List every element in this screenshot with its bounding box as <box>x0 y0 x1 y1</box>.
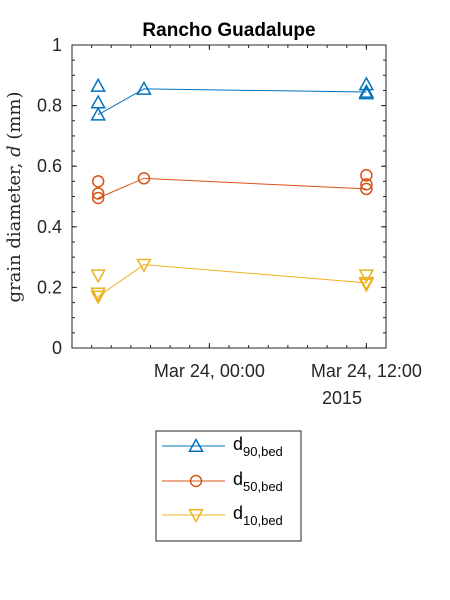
data-point-50-bed <box>360 178 373 191</box>
y-tick-label: 1 <box>52 35 62 55</box>
y-tick-label: 0.4 <box>37 217 62 237</box>
y-tick-label: 0 <box>52 338 62 358</box>
series-line-90-bed <box>97 88 367 116</box>
data-point-10-bed <box>90 269 106 284</box>
data-point-10-bed <box>90 290 106 305</box>
plot-markers <box>90 76 375 305</box>
y-axis-label: grain diameter, d (mm) <box>4 91 25 302</box>
legend-marker <box>188 509 204 524</box>
chart-title: Rancho Guadalupe <box>142 20 315 41</box>
x-axis-ticks: Mar 24, 00:00 Mar 24, 12:00 <box>71 45 422 381</box>
x-tick-label: Mar 24, 00:00 <box>154 361 265 381</box>
data-point-90-bed <box>90 77 106 92</box>
legend-label: d50,bed <box>233 469 283 494</box>
legend-label-sub: 10,bed <box>243 513 283 528</box>
data-point-10-bed <box>90 287 106 302</box>
data-point-50-bed <box>91 175 105 188</box>
legend-label-main: d <box>233 434 243 454</box>
legend-label-main: d <box>233 503 243 523</box>
series-line-50-bed <box>97 177 367 199</box>
y-axis-ticks: 0 0.2 0.4 0.6 0.8 1 <box>37 35 386 358</box>
data-point-50-bed <box>360 182 373 196</box>
legend-label: d10,bed <box>233 503 283 528</box>
data-point-10-bed <box>358 269 375 284</box>
data-point-50-bed <box>360 169 373 182</box>
data-point-90-bed <box>358 76 375 91</box>
data-point-50-bed <box>137 172 151 185</box>
legend-label-sub: 50,bed <box>243 479 283 494</box>
legend-label-main: d <box>233 469 243 489</box>
data-point-10-bed <box>358 278 375 293</box>
data-point-90-bed <box>136 80 152 95</box>
series-line-10-bed <box>97 264 367 297</box>
y-axis-label-unit: (mm) <box>4 91 25 145</box>
y-axis-label-var: d <box>4 145 25 157</box>
legend-marker <box>189 474 203 488</box>
data-point-50-bed <box>91 191 105 205</box>
x-tick-label: Mar 24, 12:00 <box>311 361 422 381</box>
y-tick-label: 0.2 <box>37 277 62 297</box>
data-point-10-bed <box>136 258 152 273</box>
legend-box <box>155 430 302 542</box>
legend-marker <box>188 437 204 452</box>
data-point-90-bed <box>90 106 106 121</box>
legend-label: d90,bed <box>233 434 283 459</box>
data-point-50-bed <box>91 187 105 200</box>
y-axis-label-main: grain diameter, <box>4 157 25 303</box>
data-point-90-bed <box>358 85 375 100</box>
y-tick-label: 0.8 <box>37 96 62 116</box>
data-point-90-bed <box>90 94 106 109</box>
legend-label-sub: 90,bed <box>243 444 283 459</box>
y-tick-label: 0.6 <box>37 156 62 176</box>
x-axis-year-label: 2015 <box>322 388 362 408</box>
plot-lines <box>97 88 367 297</box>
